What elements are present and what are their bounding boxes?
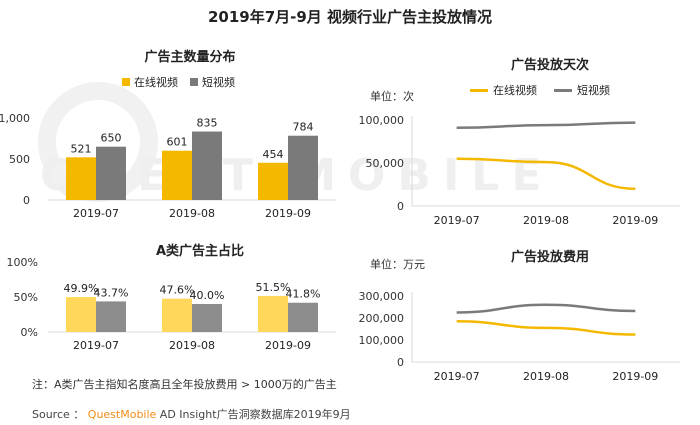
- unit-label-placement-days: 单位：次: [370, 90, 414, 103]
- advertiser-count-xtick: 2019-09: [265, 207, 311, 220]
- advertiser-count-data-label: 601: [167, 136, 188, 149]
- advertiser-count-bar: [258, 162, 288, 200]
- class-a-ratio-ytick: 0%: [21, 326, 38, 339]
- advertiser-count-bar: [288, 135, 318, 200]
- legend-label-online: 在线视频: [134, 76, 178, 89]
- chart-title-class-a-ratio: A类广告主占比: [155, 244, 245, 259]
- class-a-ratio-data-label: 41.8%: [286, 288, 321, 301]
- class-a-ratio-data-label: 49.9%: [64, 282, 99, 295]
- advertiser-count-ytick: 1,000: [0, 112, 30, 125]
- placement-days-line: [456, 157, 636, 191]
- placement-days-ytick: 0: [397, 200, 404, 213]
- placement-days-xtick: 2019-09: [612, 214, 658, 227]
- advertiser-count-data-label: 454: [263, 148, 284, 161]
- chart-title-placement-days: 广告投放天次: [510, 58, 589, 73]
- legend-swatch-short: [190, 78, 198, 86]
- legend-label-short: 短视频: [202, 76, 235, 89]
- footnote: 注：A类广告主指知名度高且全年投放费用 > 1000万的广告主: [32, 378, 337, 391]
- advertiser-count-xtick: 2019-07: [73, 207, 119, 220]
- advertiser-count-bar: [192, 131, 222, 200]
- placement-cost-xtick: 2019-08: [523, 370, 569, 383]
- advertiser-count-data-label: 784: [293, 121, 314, 134]
- class-a-ratio-xtick: 2019-07: [73, 339, 119, 352]
- class-a-ratio-bar: [192, 304, 222, 332]
- advertiser-count-ytick: 500: [9, 153, 30, 166]
- advertiser-count-xtick: 2019-08: [169, 207, 215, 220]
- chart-title-placement-cost: 广告投放费用: [510, 250, 589, 265]
- chart-title-advertiser-count: 广告主数量分布: [144, 50, 236, 65]
- class-a-ratio-data-label: 40.0%: [190, 289, 225, 302]
- placement-cost-ytick: 300,000: [359, 290, 405, 303]
- class-a-ratio-xtick: 2019-08: [169, 339, 215, 352]
- placement-cost-xtick: 2019-09: [612, 370, 658, 383]
- advertiser-count-data-label: 521: [71, 142, 92, 155]
- legend-line-short: [554, 88, 572, 92]
- advertiser-count-bar: [66, 157, 96, 200]
- advertiser-count-ytick: 0: [23, 194, 30, 207]
- class-a-ratio-bar: [258, 295, 288, 332]
- class-a-ratio-data-label: 47.6%: [160, 284, 195, 297]
- source-prefix: Source ：: [32, 408, 88, 421]
- legend-label-short: 短视频: [577, 84, 610, 97]
- legend-swatch-online: [122, 78, 130, 86]
- placement-cost-ytick: 100,000: [359, 334, 405, 347]
- class-a-ratio-bar: [162, 298, 192, 332]
- placement-days-xtick: 2019-07: [434, 214, 480, 227]
- placement-cost-ytick: 200,000: [359, 312, 405, 325]
- placement-cost-line: [456, 303, 636, 314]
- class-a-ratio-bar: [96, 301, 126, 332]
- class-a-ratio-bar: [66, 297, 96, 332]
- placement-days-line: [456, 121, 636, 129]
- placement-cost-ytick: 0: [397, 356, 404, 369]
- class-a-ratio-data-label: 43.7%: [94, 286, 129, 299]
- unit-label-placement-cost: 单位：万元: [370, 258, 425, 271]
- advertiser-count-data-label: 650: [101, 132, 122, 145]
- advertiser-count-bar: [162, 150, 192, 200]
- class-a-ratio-ytick: 50%: [14, 291, 38, 304]
- legend-label-online: 在线视频: [493, 84, 537, 97]
- class-a-ratio-xtick: 2019-09: [265, 339, 311, 352]
- placement-cost-xtick: 2019-07: [434, 370, 480, 383]
- placement-days-ytick: 100,000: [359, 114, 405, 127]
- page-title: 2019年7月-9月 视频行业广告主投放情况: [207, 8, 493, 26]
- placement-days-ytick: 50,000: [366, 157, 405, 170]
- placement-days-xtick: 2019-08: [523, 214, 569, 227]
- advertiser-count-data-label: 835: [197, 117, 218, 130]
- legend-placement-days: 在线视频 短视频: [470, 82, 610, 98]
- source-brand: QuestMobile: [87, 408, 157, 421]
- class-a-ratio-ytick: 100%: [7, 256, 38, 269]
- legend-line-online: [470, 88, 488, 92]
- class-a-ratio-bar: [288, 302, 318, 332]
- class-a-ratio-data-label: 51.5%: [256, 281, 291, 294]
- advertiser-count-bar: [96, 146, 126, 200]
- source-line: Source ： QuestMobile AD Insight广告洞察数据库20…: [32, 406, 351, 422]
- placement-cost-line: [456, 320, 636, 336]
- legend-advertiser-count: 在线视频 短视频: [122, 74, 235, 90]
- source-rest: AD Insight广告洞察数据库2019年9月: [156, 408, 351, 421]
